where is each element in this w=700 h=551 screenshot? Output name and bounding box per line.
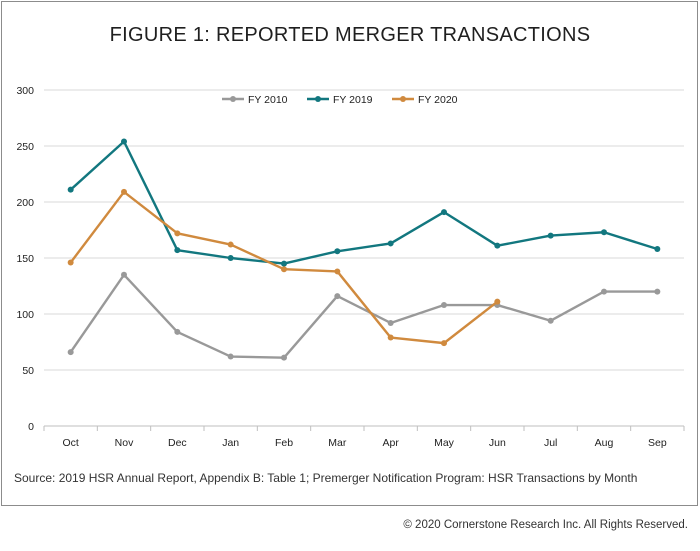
x-tick-label: Jun: [489, 437, 506, 449]
data-point: [121, 271, 127, 278]
y-tick-label: 50: [22, 365, 34, 377]
x-tick-label: Feb: [275, 437, 293, 449]
data-point: [67, 349, 74, 356]
data-point: [174, 247, 181, 254]
data-point: [387, 319, 394, 326]
y-tick-label: 200: [16, 197, 34, 209]
y-tick-label: 100: [16, 309, 34, 321]
data-point: [334, 293, 341, 300]
data-point: [494, 242, 501, 249]
y-tick-label: 300: [16, 85, 34, 97]
chart-title: FIGURE 1: REPORTED MERGER TRANSACTIONS: [109, 24, 591, 46]
x-tick-label: Jul: [544, 437, 557, 449]
x-tick-label: Mar: [328, 437, 347, 449]
data-point: [334, 268, 341, 275]
x-tick-label: Oct: [62, 437, 78, 449]
data-point: [227, 353, 234, 360]
data-point: [601, 288, 607, 295]
data-point: [121, 138, 127, 145]
legend-label: FY 2010: [248, 94, 288, 106]
data-point: [174, 328, 181, 335]
data-point: [387, 334, 394, 341]
series-line-fy-2019: [69, 140, 658, 265]
data-point: [494, 298, 501, 305]
data-point: [441, 209, 447, 216]
x-tick-label: Dec: [168, 437, 187, 449]
x-tick-label: Jan: [222, 437, 239, 449]
series-line-fy-2010: [69, 273, 658, 359]
x-tick-label: Sep: [648, 437, 667, 449]
x-tick-label: Apr: [382, 437, 399, 449]
data-point: [174, 230, 181, 237]
copyright-text: © 2020 Cornerstone Research Inc. All Rig…: [403, 519, 688, 531]
data-point: [654, 288, 661, 295]
data-point: [547, 317, 554, 324]
legend-label: FY 2020: [418, 94, 458, 106]
data-point: [227, 255, 234, 261]
data-point: [387, 240, 394, 247]
data-point: [281, 266, 287, 273]
legend-marker: [400, 96, 406, 102]
chart-frame: [1, 1, 698, 506]
data-point: [121, 188, 127, 195]
data-point: [67, 259, 74, 266]
x-tick-label: May: [434, 437, 455, 449]
data-point: [441, 302, 447, 309]
data-point: [334, 248, 341, 255]
y-tick-label: 150: [16, 253, 34, 265]
x-tick-label: Aug: [595, 437, 614, 449]
data-point: [601, 229, 607, 236]
data-point: [67, 186, 74, 193]
data-point: [227, 241, 234, 248]
y-tick-label: 0: [28, 421, 34, 433]
legend-marker: [315, 96, 321, 102]
data-point: [281, 260, 287, 267]
legend-label: FY 2019: [333, 94, 373, 106]
legend-marker: [230, 96, 236, 102]
y-tick-label: 250: [16, 141, 34, 153]
data-point: [654, 246, 661, 253]
data-point: [441, 340, 447, 347]
data-point: [281, 354, 287, 361]
source-note: Source: 2019 HSR Annual Report, Appendix…: [14, 471, 638, 485]
x-tick-label: Nov: [115, 437, 134, 449]
data-point: [547, 232, 554, 239]
